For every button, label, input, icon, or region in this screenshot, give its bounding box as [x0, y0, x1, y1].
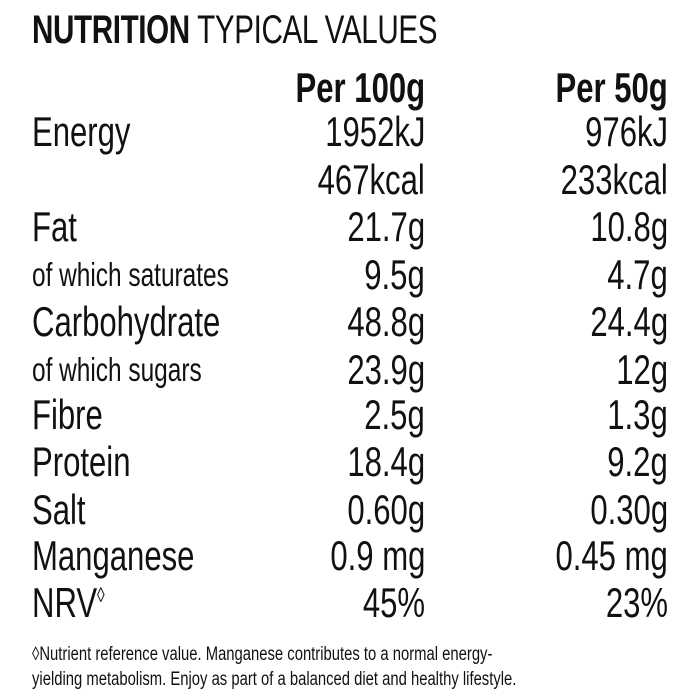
title-rest: TYPICAL VALUES — [197, 8, 438, 52]
column-header-per-50g: Per 50g — [555, 64, 668, 111]
table-row: Protein 18.4g 9.2g — [0, 438, 700, 486]
nutrient-label: Salt — [32, 486, 86, 533]
nutrient-label: Carbohydrate — [32, 298, 221, 345]
value-per-100g: 467kcal — [317, 156, 425, 203]
table-row: Manganese 0.9 mg 0.45 mg — [0, 532, 700, 580]
value-per-100g: 2.5g — [364, 391, 425, 438]
column-header-row: Per 100g Per 50g — [0, 64, 700, 112]
nutrient-label: of which sugars — [32, 351, 202, 388]
footnote: ◊Nutrient reference value. Manganese con… — [32, 642, 653, 692]
page-title: NUTRITION TYPICAL VALUES — [32, 6, 579, 54]
value-per-50g: 4.7g — [607, 251, 668, 298]
footnote-line-1: ◊Nutrient reference value. Manganese con… — [32, 644, 493, 665]
table-row: Energy 1952kJ 976kJ — [0, 108, 700, 156]
footnote-line-2: yielding metabolism. Enjoy as part of a … — [32, 669, 517, 690]
table-row: NRV◊ 45% 23% — [0, 579, 700, 627]
value-per-50g: 10.8g — [590, 203, 668, 250]
value-per-100g: 1952kJ — [324, 108, 425, 155]
value-per-50g: 24.4g — [590, 298, 668, 345]
column-header-per-100g: Per 100g — [295, 64, 425, 111]
value-per-100g: 0.60g — [347, 486, 425, 533]
value-per-100g: 18.4g — [347, 438, 425, 485]
value-per-50g: 12g — [616, 346, 668, 393]
value-per-50g: 976kJ — [585, 108, 668, 155]
nutrient-label: Fat — [32, 203, 77, 250]
title-bold: NUTRITION — [32, 8, 190, 52]
value-per-100g: 48.8g — [347, 298, 425, 345]
value-per-50g: 9.2g — [607, 438, 668, 485]
nrv-marker: ◊ — [97, 584, 105, 607]
nutrient-label: Manganese — [32, 532, 195, 579]
table-row: Fibre 2.5g 1.3g — [0, 391, 700, 439]
table-row: Salt 0.60g 0.30g — [0, 486, 700, 534]
value-per-100g: 45% — [362, 579, 425, 626]
nutrient-label: Fibre — [32, 391, 103, 438]
value-per-100g: 9.5g — [364, 251, 425, 298]
nutrient-label: of which saturates — [32, 256, 229, 293]
value-per-50g: 233kcal — [560, 156, 668, 203]
nutrient-label: Energy — [32, 108, 131, 155]
table-row: Fat 21.7g 10.8g — [0, 203, 700, 251]
value-per-100g: 21.7g — [347, 203, 425, 250]
table-row: of which saturates 9.5g 4.7g — [0, 251, 700, 299]
value-per-100g: 23.9g — [347, 346, 425, 393]
value-per-50g: 1.3g — [607, 391, 668, 438]
nutrient-label: Protein — [32, 438, 131, 485]
nutrient-label: NRV◊ — [32, 579, 105, 626]
table-row: Carbohydrate 48.8g 24.4g — [0, 298, 700, 346]
table-row: of which sugars 23.9g 12g — [0, 346, 700, 394]
table-row: 467kcal 233kcal — [0, 156, 700, 204]
value-per-50g: 23% — [605, 579, 668, 626]
value-per-50g: 0.45 mg — [555, 532, 668, 579]
value-per-100g: 0.9 mg — [329, 532, 425, 579]
value-per-50g: 0.30g — [590, 486, 668, 533]
